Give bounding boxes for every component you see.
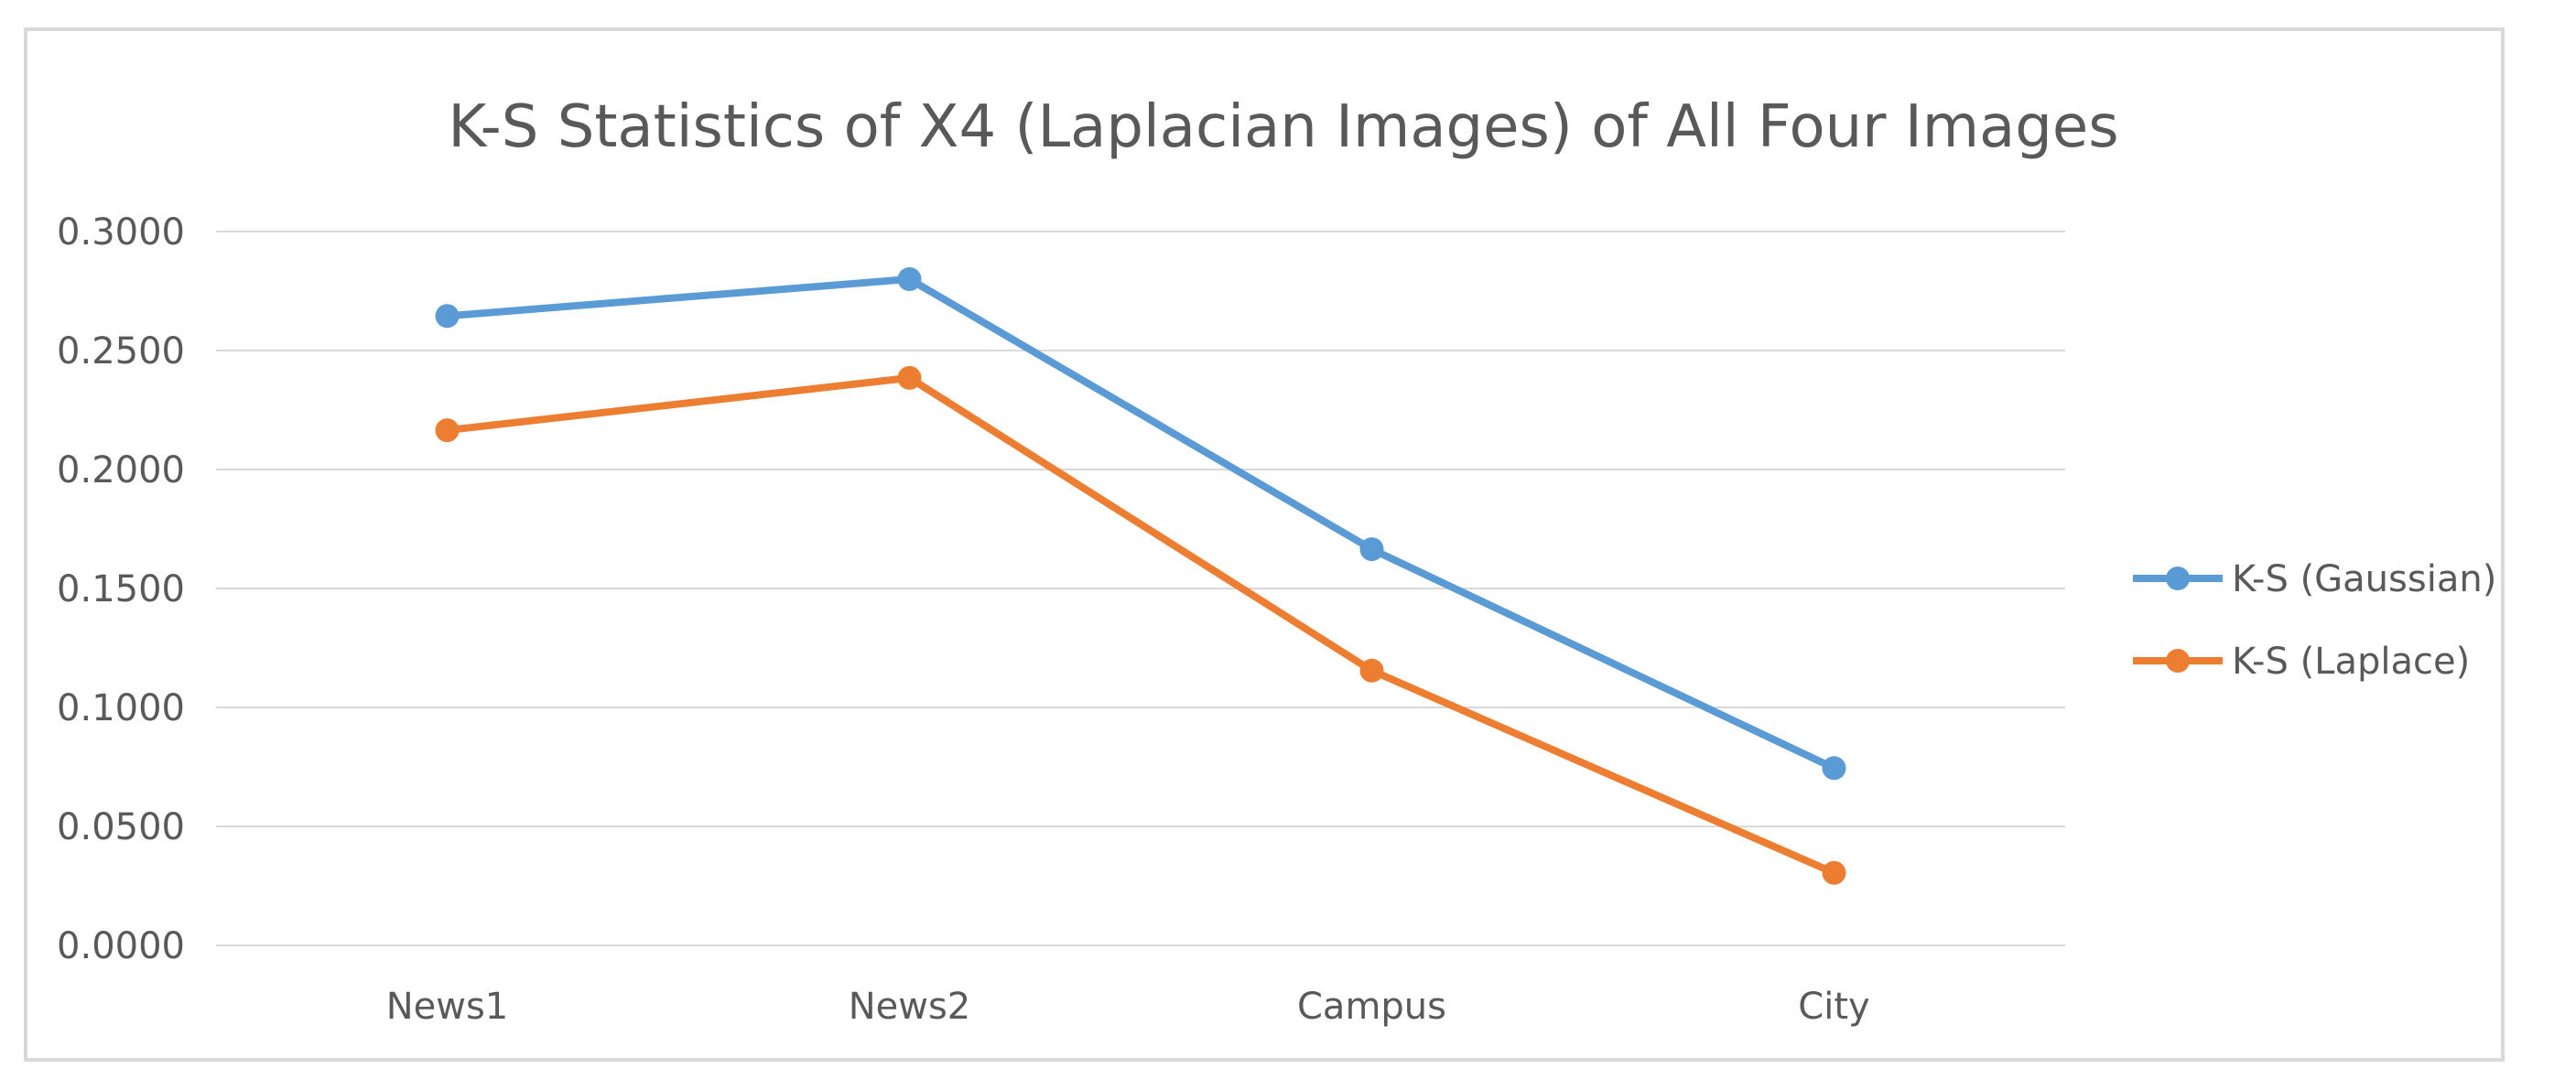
data-point	[1359, 537, 1384, 562]
legend-item: K-S (Gaussian)	[2133, 558, 2496, 600]
data-point	[435, 418, 460, 443]
legend-swatch-marker	[2166, 649, 2190, 673]
legend-swatch-marker	[2166, 567, 2190, 590]
legend-label: K-S (Laplace)	[2232, 641, 2470, 683]
y-tick-label: 0.2500	[57, 330, 185, 372]
series-line	[443, 373, 1838, 877]
y-axis-tick-labels: 0.0000 0.0500 0.1000 0.1500 0.2000 0.2500 0.30…	[57, 211, 185, 967]
x-tick-label: Campus	[1297, 986, 1446, 1028]
x-axis-tick-labels: News1 News2 Campus City	[386, 986, 1870, 1028]
y-tick-label: 0.3000	[57, 211, 185, 254]
x-tick-label: News2	[849, 986, 971, 1028]
series-line	[443, 275, 1838, 772]
chart-title: K-S Statistics of X4 (Laplacian Images) …	[448, 93, 2118, 161]
y-tick-label: 0.2000	[57, 449, 185, 491]
chart-frame	[24, 27, 2505, 1062]
data-point	[897, 365, 922, 390]
series-lines	[435, 267, 1846, 885]
y-tick-label: 0.0500	[57, 806, 185, 848]
x-tick-label: City	[1798, 986, 1869, 1028]
data-point	[1822, 756, 1846, 781]
data-point	[1822, 860, 1846, 885]
series-gaussian	[435, 267, 1846, 781]
legend-label: K-S (Gaussian)	[2232, 558, 2496, 600]
data-point	[435, 304, 460, 329]
y-tick-label: 0.1000	[57, 687, 185, 729]
data-point	[1359, 658, 1384, 683]
legend: K-S (Gaussian) K-S (Laplace)	[2133, 558, 2496, 683]
legend-item: K-S (Laplace)	[2133, 641, 2470, 683]
data-point	[897, 267, 922, 291]
y-tick-label: 0.1500	[57, 568, 185, 610]
x-tick-label: News1	[386, 986, 509, 1028]
series-laplace	[435, 365, 1846, 885]
gridlines	[216, 231, 2065, 946]
y-tick-label: 0.0000	[57, 925, 185, 967]
